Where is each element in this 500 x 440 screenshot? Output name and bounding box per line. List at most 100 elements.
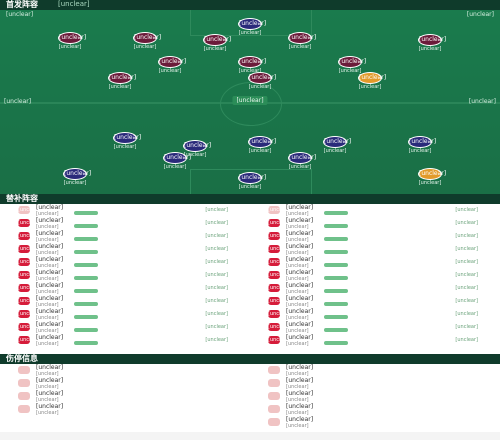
list-item[interactable]: [unclear] [unclear] [unclear] [unclear] [250,282,500,295]
event-label: [unclear] [205,285,228,291]
player-marker[interactable]: [unclear] [unclear] [98,72,142,90]
player-name: [unclear] [36,256,64,263]
event-label: [unclear] [205,272,228,278]
player-number: [unclear] [338,56,366,68]
list-item[interactable]: [unclear] [unclear] [unclear] [unclear] [250,243,500,256]
list-item[interactable]: [unclear] [unclear] [0,377,250,390]
player-number-badge [268,379,280,387]
player-number-badge [268,392,280,400]
player-position: [unclear] [286,289,309,295]
player-number-badge: [unclear] [268,232,291,240]
player-position: [unclear] [36,250,59,256]
player-number-badge [268,366,280,374]
away-coach-label: [unclear] [466,11,494,18]
list-item[interactable]: [unclear] [unclear] [250,377,500,390]
list-item[interactable]: [unclear] [unclear] [250,416,500,429]
rating-bar [324,289,348,293]
player-number-badge [18,392,30,400]
list-item[interactable]: [unclear] [unclear] [unclear] [unclear] [0,334,250,347]
player-marker[interactable]: [unclear] [unclear] [48,32,92,50]
player-position: [unclear] [286,397,309,403]
player-marker[interactable]: [unclear] [unclear] [408,168,452,186]
list-item[interactable]: [unclear] [unclear] [unclear] [unclear] [0,282,250,295]
list-item[interactable]: [unclear] [unclear] [unclear] [unclear] [250,217,500,230]
player-name: [unclear] [36,204,64,211]
list-item[interactable]: [unclear] [unclear] [0,390,250,403]
event-label: [unclear] [205,233,228,239]
player-marker[interactable]: [unclear] [unclear] [398,136,442,154]
player-marker[interactable]: [unclear] [unclear] [328,56,372,74]
list-item[interactable]: [unclear] [unclear] [unclear] [unclear] [250,204,500,217]
list-item[interactable]: [unclear] [unclear] [unclear] [unclear] [250,230,500,243]
player-name: [unclear] [338,68,362,74]
player-number-badge: [unclear] [18,310,41,318]
rating-bar [74,276,98,280]
player-marker[interactable]: [unclear] [unclear] [193,34,237,52]
list-item[interactable]: [unclear] [unclear] [unclear] [unclear] [250,256,500,269]
list-item[interactable]: [unclear] [unclear] [unclear] [unclear] [250,295,500,308]
rating-bar [324,341,348,345]
player-position: [unclear] [36,341,59,347]
player-marker[interactable]: [unclear] [unclear] [103,132,147,150]
away-formation-label: [unclear] [468,98,496,105]
player-number-badge: [unclear] [18,232,41,240]
player-marker[interactable]: [unclear] [unclear] [148,56,192,74]
list-item[interactable]: [unclear] [unclear] [unclear] [unclear] [0,295,250,308]
player-name: [unclear] [36,243,64,250]
player-marker[interactable]: [unclear] [unclear] [53,168,97,186]
player-marker[interactable]: [unclear] [unclear] [123,32,167,50]
player-number-badge [18,379,30,387]
player-marker[interactable]: [unclear] [unclear] [238,136,282,154]
player-number-badge: [unclear] [18,206,41,214]
player-number-badge [268,418,280,426]
player-marker[interactable]: [unclear] [unclear] [278,32,322,50]
list-item[interactable]: [unclear] [unclear] [unclear] [unclear] [0,256,250,269]
list-item[interactable]: [unclear] [unclear] [250,390,500,403]
player-name: [unclear] [163,164,187,170]
player-marker[interactable]: [unclear] [unclear] [238,72,282,90]
player-name: [unclear] [418,46,442,52]
list-item[interactable]: [unclear] [unclear] [unclear] [unclear] [0,243,250,256]
list-item[interactable]: [unclear] [unclear] [unclear] [unclear] [250,334,500,347]
list-item[interactable]: [unclear] [unclear] [unclear] [unclear] [250,269,500,282]
player-marker[interactable]: [unclear] [unclear] [408,34,452,52]
list-item[interactable]: [unclear] [unclear] [250,364,500,377]
player-name: [unclear] [286,403,314,410]
player-name: [unclear] [238,30,262,36]
player-name: [unclear] [36,230,64,237]
player-name: [unclear] [323,148,347,154]
player-number: [unclear] [163,152,191,164]
player-marker[interactable]: [unclear] [unclear] [173,140,217,158]
player-position: [unclear] [36,410,59,416]
event-label: [unclear] [205,298,228,304]
player-marker[interactable]: [unclear] [unclear] [278,152,322,170]
list-item[interactable]: [unclear] [unclear] [250,403,500,416]
player-number: [unclear] [288,152,316,164]
list-item[interactable]: [unclear] [unclear] [0,403,250,416]
player-marker[interactable]: [unclear] [unclear] [228,18,272,36]
list-item[interactable]: [unclear] [unclear] [unclear] [unclear] [0,204,250,217]
player-marker[interactable]: [unclear] [unclear] [228,172,272,190]
list-item[interactable]: [unclear] [unclear] [0,364,250,377]
event-label: [unclear] [205,337,228,343]
rating-bar [74,302,98,306]
list-item[interactable]: [unclear] [unclear] [unclear] [unclear] [0,230,250,243]
injuries-left-col: [unclear] [unclear] [unclear] [unclear] [unc… [0,364,250,416]
player-number: [unclear] [133,32,161,44]
player-number-badge: [unclear] [18,245,41,253]
list-item[interactable]: [unclear] [unclear] [unclear] [unclear] [0,217,250,230]
player-marker[interactable]: [unclear] [unclear] [313,136,357,154]
player-marker[interactable]: [unclear] [unclear] [153,152,197,170]
list-item[interactable]: [unclear] [unclear] [unclear] [unclear] [250,308,500,321]
list-item[interactable]: [unclear] [unclear] [unclear] [unclear] [0,321,250,334]
list-item[interactable]: [unclear] [unclear] [unclear] [unclear] [250,321,500,334]
list-item[interactable]: [unclear] [unclear] [unclear] [unclear] [0,269,250,282]
player-number: [unclear] [113,132,141,144]
player-marker[interactable]: [unclear] [unclear] [228,56,272,74]
player-name: [unclear] [36,308,64,315]
player-position: [unclear] [36,315,59,321]
player-marker[interactable]: [unclear] [unclear] [348,72,392,90]
list-item[interactable]: [unclear] [unclear] [unclear] [unclear] [0,308,250,321]
player-name: [unclear] [248,148,272,154]
